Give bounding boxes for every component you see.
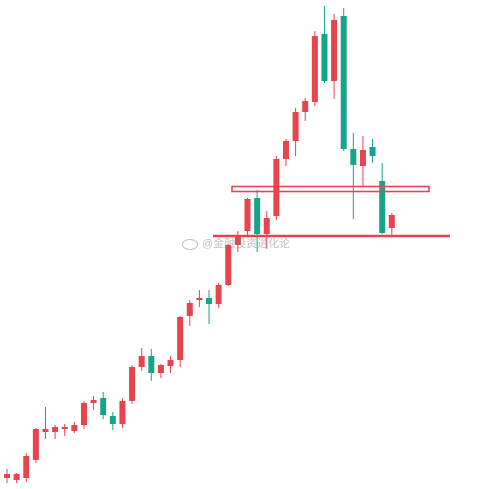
- candle-body: [196, 298, 203, 300]
- watermark: @金融投资进化论: [182, 235, 290, 251]
- candle-body: [263, 218, 270, 234]
- candle-body: [369, 147, 376, 156]
- candle-body: [331, 20, 338, 81]
- candle-body: [167, 360, 174, 366]
- candle-body: [13, 474, 20, 480]
- candle-body: [379, 181, 386, 233]
- candle-body: [61, 427, 68, 429]
- candle-body: [359, 150, 366, 166]
- candle-body: [206, 298, 213, 304]
- candle-body: [42, 429, 49, 432]
- resistance-level-line: [231, 185, 430, 193]
- candle-body: [388, 215, 395, 228]
- candle-body: [321, 34, 328, 81]
- candle-body: [225, 245, 232, 285]
- candle-body: [157, 365, 164, 373]
- candle-body: [177, 317, 184, 360]
- candle-body: [52, 427, 59, 432]
- candle-body: [23, 456, 30, 478]
- candle-body: [138, 356, 145, 367]
- candle-body: [129, 367, 136, 401]
- candle-body: [340, 16, 347, 149]
- candle-body: [254, 198, 261, 234]
- candle-body: [80, 403, 87, 425]
- candle-body: [100, 398, 107, 415]
- candle-body: [282, 141, 289, 159]
- candle-body: [302, 101, 309, 112]
- candle-body: [244, 199, 251, 231]
- candle-body: [311, 36, 318, 102]
- candle-body: [119, 401, 126, 424]
- weibo-logo-icon: [182, 238, 198, 250]
- candle-body: [90, 400, 97, 403]
- candle-body: [186, 303, 193, 316]
- candle-body: [148, 356, 155, 373]
- candle-body: [4, 474, 10, 478]
- candle-body: [32, 429, 39, 460]
- candle-body: [292, 112, 299, 141]
- watermark-text: @金融投资进化论: [202, 238, 291, 250]
- candle-body: [234, 236, 241, 245]
- candle-body: [109, 416, 116, 424]
- candle-body: [273, 159, 280, 216]
- candle-body: [215, 285, 222, 304]
- candle-body: [350, 149, 357, 165]
- candle-body: [71, 425, 78, 431]
